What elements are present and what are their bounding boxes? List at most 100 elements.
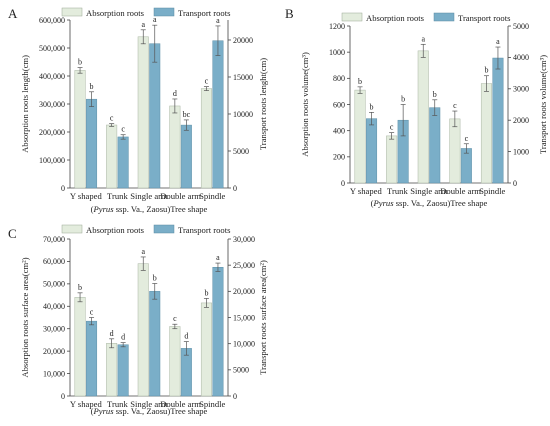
bar-absorption xyxy=(169,326,181,397)
legend-label-transport: Transport roots xyxy=(178,225,231,235)
bar-absorption xyxy=(137,263,149,397)
bar-transport xyxy=(212,267,224,397)
x-axis-title-genus: Pyrus xyxy=(93,204,115,214)
significance-label: c xyxy=(90,308,94,317)
right-tick-label: 30,000 xyxy=(233,235,255,244)
left-tick-label: 600,000 xyxy=(39,16,65,25)
bar-absorption xyxy=(354,89,366,184)
left-tick-label: 70,000 xyxy=(43,235,65,244)
significance-label: b xyxy=(433,90,437,99)
left-tick-label: 200 xyxy=(333,153,345,162)
right-tick-label: 3000 xyxy=(513,85,529,94)
left-tick-label: 0 xyxy=(61,392,65,401)
x-axis-title-rest: ssp. Va., Zaosu)Tree shape xyxy=(114,406,208,416)
x-axis-title-genus: Pyrus xyxy=(373,198,395,208)
left-tick-label: 1000 xyxy=(329,48,345,57)
left-tick-label: 600 xyxy=(333,100,345,109)
right-tick-label: 15,000 xyxy=(233,313,255,322)
significance-label: d xyxy=(173,89,177,98)
left-tick-label: 30,000 xyxy=(43,325,65,334)
right-axis-title: Transport roots surface area(cm²) xyxy=(258,260,268,375)
category-label: Trunk xyxy=(387,186,408,196)
significance-label: d xyxy=(110,329,114,338)
left-tick-label: 200,000 xyxy=(39,128,65,137)
significance-label: b xyxy=(204,288,208,297)
bar-transport xyxy=(212,40,224,189)
left-tick-label: 500,000 xyxy=(39,44,65,53)
category-label: Y shaped xyxy=(70,191,103,201)
significance-label: a xyxy=(141,20,145,29)
bar-transport xyxy=(149,43,161,189)
bar-transport xyxy=(366,118,378,184)
x-axis-title-genus: Pyrus xyxy=(93,406,115,416)
left-tick-label: 40,000 xyxy=(43,302,65,311)
right-tick-label: 0 xyxy=(513,179,517,188)
x-axis-title-rest: ssp. Va., Zaosu)Tree shape xyxy=(394,198,488,208)
significance-label: b xyxy=(78,283,82,292)
legend-label-absorption: Absorption roots xyxy=(86,8,145,18)
significance-label: b xyxy=(90,82,94,91)
left-tick-label: 1200 xyxy=(329,22,345,31)
x-axis-title: (Pyrus ssp. Va., Zaosu)Tree shape xyxy=(91,406,208,416)
bar-transport xyxy=(117,136,129,189)
category-label: Y shaped xyxy=(350,186,383,196)
left-tick-label: 0 xyxy=(61,184,65,193)
right-tick-label: 20,000 xyxy=(233,287,255,296)
right-tick-label: 2000 xyxy=(513,116,529,125)
bar-absorption xyxy=(106,124,118,189)
chart-panel-a: A Absorption roots Transport roots 0 100,000… xyxy=(8,6,268,214)
bar-absorption xyxy=(200,88,212,189)
left-tick-label: 60,000 xyxy=(43,257,65,266)
significance-label: d xyxy=(121,333,125,342)
legend-swatch-transport xyxy=(433,12,455,22)
legend-swatch-transport xyxy=(153,7,175,17)
significance-label: b xyxy=(358,77,362,86)
significance-label: a xyxy=(216,16,220,25)
significance-label: c xyxy=(110,114,114,123)
left-axis-title: Absorption roots volume(cm³) xyxy=(300,52,310,157)
left-axis-title: Absorption roots length(cm) xyxy=(20,55,30,153)
left-tick-label: 400,000 xyxy=(39,72,65,81)
chart-panel-c: C Absorption roots Transport roots 0 10,000 2… xyxy=(8,224,268,416)
bar-transport xyxy=(86,98,98,189)
right-tick-label: 4000 xyxy=(513,53,529,62)
chart-panel-b: B Absorption roots Transport roots 0 200 400 6… xyxy=(285,6,548,208)
left-tick-label: 20,000 xyxy=(43,347,65,356)
significance-label: a xyxy=(421,34,425,43)
x-axis-title-open: ( xyxy=(371,198,374,208)
significance-label: a xyxy=(216,253,220,262)
x-axis-title-open: ( xyxy=(91,204,94,214)
category-label: Spindle xyxy=(199,399,225,409)
right-tick-label: 5000 xyxy=(513,22,529,31)
category-label: Double arm xyxy=(160,399,201,409)
legend-swatch-absorption xyxy=(61,7,83,17)
category-label: Y shaped xyxy=(70,399,103,409)
category-label: Spindle xyxy=(479,186,505,196)
significance-label: c xyxy=(173,314,177,323)
legend-swatch-absorption xyxy=(341,12,363,22)
significance-label: b xyxy=(370,102,374,111)
bar-transport xyxy=(460,148,472,184)
bar-transport xyxy=(429,107,441,184)
left-axis-title: Absorption roots surface area(cm²) xyxy=(20,257,30,377)
bar-absorption xyxy=(480,83,492,184)
bar-absorption xyxy=(200,302,212,397)
category-label: Trunk xyxy=(107,399,128,409)
right-axis-title: Transport roots volume(cm³) xyxy=(538,55,548,154)
bar-absorption xyxy=(417,50,429,184)
significance-label: b xyxy=(401,95,405,104)
significance-label: d xyxy=(184,332,188,341)
significance-label: bc xyxy=(183,110,191,119)
right-tick-label: 0 xyxy=(233,184,237,193)
x-axis-title-rest: ssp. Va., Zaosu)Tree shape xyxy=(114,204,208,214)
bar-transport xyxy=(492,57,504,184)
legend-label-transport: Transport roots xyxy=(178,8,231,18)
significance-label: c xyxy=(465,134,469,143)
significance-label: b xyxy=(484,66,488,75)
bar-transport xyxy=(149,291,161,397)
left-tick-label: 100,000 xyxy=(39,156,65,165)
panel-letter: B xyxy=(285,6,294,21)
bar-absorption xyxy=(106,343,118,397)
